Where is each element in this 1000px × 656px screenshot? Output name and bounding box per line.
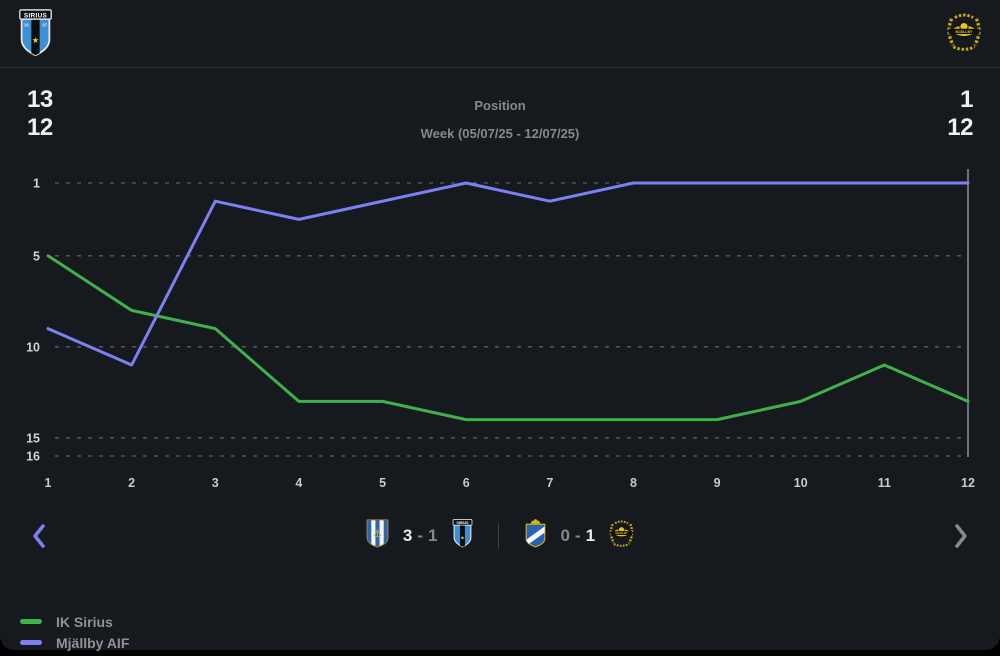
top-bar: 19 07 ★ SIRIUS MJÄLLBY A I F [0,0,1000,67]
x-axis-label-week-11: 11 [878,476,891,490]
x-axis-label-week-9: 9 [714,476,721,490]
x-axis-label-week-3: 3 [212,476,219,490]
week-results-row: ⚓ 3 - 1 ★ SIRIUS [0,512,1000,560]
header-divider [0,67,1000,68]
x-axis-label-week-10: 10 [794,476,808,490]
mjallby-aif-small-logo: MJÄLLBY [608,520,635,552]
ifk-goteborg-logo: ⚓ [365,519,390,553]
mjallby-aif-logo: MJÄLLBY A I F [945,10,983,59]
right-week-value: 12 [947,114,973,141]
y-axis-label: 10 [26,340,40,354]
legend-item-mjallby-aif: Mjällby AIF [20,632,129,653]
home-score: 3 [402,526,413,545]
x-axis-label-week-6: 6 [463,476,470,490]
svg-text:07: 07 [42,23,47,28]
svg-text:★: ★ [460,536,465,542]
y-axis-label: 5 [33,249,40,263]
left-position-value: 13 [27,86,53,113]
match-result-oster-mjallby[interactable]: 0 - 1 MJÄLLBY [523,519,636,553]
ik-sirius-color-swatch [20,619,42,624]
results-divider [497,523,499,549]
x-axis-label-week-1: 1 [45,476,52,490]
svg-text:A I F: A I F [961,36,968,40]
next-week-button[interactable] [953,523,969,549]
y-axis-label: 15 [26,431,40,445]
svg-text:MJÄLLBY: MJÄLLBY [616,531,628,535]
svg-text:MJÄLLBY: MJÄLLBY [955,30,973,34]
svg-text:19: 19 [24,23,29,28]
series-line-ik-sirius [46,254,970,422]
x-axis-label-week-2: 2 [128,476,135,490]
ik-sirius-logo: 19 07 ★ SIRIUS [17,8,54,63]
legend-label: Mjällby AIF [56,634,130,651]
y-axis-label: 1 [33,177,40,191]
previous-week-button[interactable] [31,523,47,549]
score-separator: - [574,526,581,545]
match-result-goteborg-sirius[interactable]: ⚓ 3 - 1 ★ SIRIUS [365,519,474,553]
x-axis-label-week-4: 4 [295,476,302,490]
chart-title: Position [474,98,526,113]
away-score: 1 [428,526,438,545]
right-team-stats: 1 12 [947,86,973,142]
left-team-stats: 13 12 [27,86,53,142]
score-separator: - [417,526,424,545]
x-axis-label-week-12: 12 [961,476,975,490]
x-axis-label-week-7: 7 [546,476,553,490]
x-axis-label-week-5: 5 [379,476,386,490]
svg-text:SIRIUS: SIRIUS [24,12,48,19]
chart-legend: IK Sirius Mjällby AIF [20,611,129,653]
mjallby-aif-color-swatch [20,640,42,645]
svg-text:⚓: ⚓ [373,529,382,540]
left-week-value: 12 [27,114,53,141]
chart-subtitle: Week (05/07/25 - 12/07/25) [420,126,580,141]
series-line-mj-llby-aif [46,181,970,367]
right-position-value: 1 [960,86,973,113]
legend-item-ik-sirius: IK Sirius [20,611,129,632]
svg-text:SIRIUS: SIRIUS [456,521,469,525]
home-score: 0 [560,526,570,545]
osters-if-logo [523,519,548,553]
ik-sirius-small-logo: ★ SIRIUS [451,519,474,553]
svg-text:★: ★ [32,35,39,45]
chart-header: Position Week (05/07/25 - 12/07/25) [0,92,1000,148]
match-score: 3 - 1 [403,526,438,546]
y-axis-label: 16 [26,450,40,464]
match-score: 0 - 1 [561,526,596,546]
x-axis-label-week-8: 8 [630,476,637,490]
legend-label: IK Sirius [56,613,113,630]
away-score: 1 [585,526,596,545]
